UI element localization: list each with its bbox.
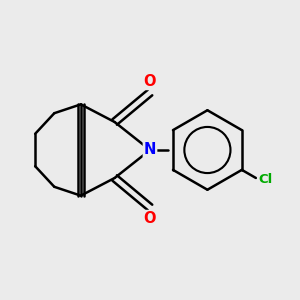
Text: O: O <box>144 211 156 226</box>
Text: N: N <box>144 142 156 158</box>
Text: O: O <box>144 74 156 89</box>
Text: Cl: Cl <box>258 173 272 186</box>
